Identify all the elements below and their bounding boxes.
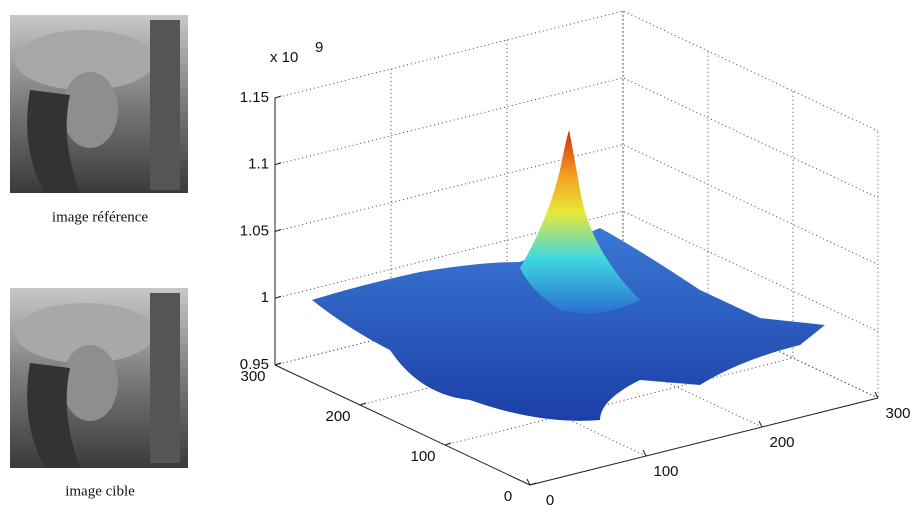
tick-mark: [758, 420, 763, 428]
image-target: [10, 288, 188, 468]
y-tick-label: 100: [410, 448, 435, 465]
image-reference: [10, 15, 188, 193]
z-tick-label: 1: [261, 289, 269, 306]
tick-mark: [529, 482, 537, 486]
grid-line: [529, 131, 879, 486]
z-tick-label: 1.15: [240, 89, 269, 106]
tick-mark: [274, 362, 282, 366]
x-tick-label: 0: [546, 492, 554, 509]
tick-mark: [274, 95, 282, 99]
grid-line: [359, 51, 709, 406]
grid-line: [444, 91, 794, 446]
grid-line: [274, 10, 879, 132]
caption: image cible: [65, 483, 135, 499]
y-tick-label: 0: [504, 488, 512, 505]
tick-mark: [642, 449, 647, 457]
surface: [312, 130, 825, 421]
tick-mark: [874, 391, 879, 399]
axis-line: [529, 397, 879, 486]
tick-mark: [359, 402, 367, 406]
surface-plot: 0.95 1 1.05 1.1 1.15 0 100 200 300 0 100 200 300 x 10…: [240, 10, 911, 509]
z-tick-label: 1.05: [240, 222, 269, 239]
tick-mark: [274, 295, 282, 299]
x-tick-label: 300: [885, 405, 910, 422]
z-tick-label: 1.1: [248, 156, 269, 173]
z-exponent-base: x 10: [270, 49, 298, 66]
z-tick-label: 0.95: [240, 356, 269, 373]
caption: image référence: [52, 209, 149, 225]
grid-line: [274, 11, 624, 366]
y-tick-label: 300: [240, 368, 265, 385]
tick-mark: [526, 478, 531, 486]
tick-mark: [444, 442, 452, 446]
tick-mark: [274, 162, 282, 166]
x-tick-label: 100: [653, 463, 678, 480]
axis-line: [274, 364, 531, 486]
x-tick-label: 200: [769, 434, 794, 451]
y-tick-label: 200: [325, 408, 350, 425]
z-exponent-power: 9: [315, 39, 323, 56]
tick-mark: [274, 229, 282, 232]
